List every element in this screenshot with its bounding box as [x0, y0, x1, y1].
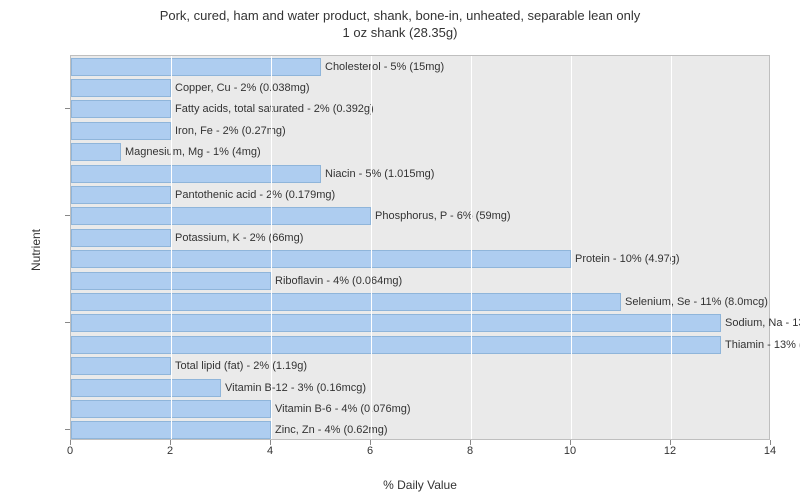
gridline [171, 56, 172, 439]
bar: Vitamin B-12 - 3% (0.16mcg) [71, 379, 221, 397]
x-tick-label: 8 [467, 445, 473, 457]
bar: Cholesterol - 5% (15mg) [71, 58, 321, 76]
bar: Sodium, Na - 13% (309mg) [71, 314, 721, 332]
bar: Magnesium, Mg - 1% (4mg) [71, 143, 121, 161]
bar: Fatty acids, total saturated - 2% (0.392… [71, 100, 171, 118]
x-tick-label: 12 [664, 445, 676, 457]
bar: Pantothenic acid - 2% (0.179mg) [71, 186, 171, 204]
bar-label: Cholesterol - 5% (15mg) [320, 59, 444, 75]
bar-label: Total lipid (fat) - 2% (1.19g) [170, 358, 307, 374]
bar-label: Magnesium, Mg - 1% (4mg) [120, 144, 261, 160]
chart-title: Pork, cured, ham and water product, shan… [0, 0, 800, 42]
bar: Protein - 10% (4.97g) [71, 250, 571, 268]
bar: Iron, Fe - 2% (0.27mg) [71, 122, 171, 140]
bar-label: Niacin - 5% (1.015mg) [320, 166, 434, 182]
x-tick-label: 2 [167, 445, 173, 457]
bar-label: Selenium, Se - 11% (8.0mcg) [620, 294, 768, 310]
bar: Total lipid (fat) - 2% (1.19g) [71, 357, 171, 375]
gridline [271, 56, 272, 439]
x-tick-label: 0 [67, 445, 73, 457]
bar-label: Zinc, Zn - 4% (0.62mg) [270, 422, 387, 438]
title-line-2: 1 oz shank (28.35g) [343, 25, 458, 40]
y-tick [65, 322, 70, 323]
bars-container: Cholesterol - 5% (15mg) Copper, Cu - 2% (… [71, 56, 769, 439]
bar-label: Potassium, K - 2% (66mg) [170, 230, 303, 246]
bar-label: Thiamin - 13% (0.197mg) [720, 337, 800, 353]
plot-area: Cholesterol - 5% (15mg) Copper, Cu - 2% (… [70, 55, 770, 440]
x-axis-label: % Daily Value [70, 478, 770, 492]
gridline [371, 56, 372, 439]
bar: Niacin - 5% (1.015mg) [71, 165, 321, 183]
x-tick-label: 10 [564, 445, 576, 457]
bar: Phosphorus, P - 6% (59mg) [71, 207, 371, 225]
gridline [571, 56, 572, 439]
x-tick-label: 4 [267, 445, 273, 457]
bar-label: Phosphorus, P - 6% (59mg) [370, 208, 511, 224]
bar-label: Pantothenic acid - 2% (0.179mg) [170, 187, 335, 203]
bar: Selenium, Se - 11% (8.0mcg) [71, 293, 621, 311]
bar: Copper, Cu - 2% (0.038mg) [71, 79, 171, 97]
nutrient-chart: Pork, cured, ham and water product, shan… [0, 0, 800, 500]
y-tick [65, 429, 70, 430]
title-line-1: Pork, cured, ham and water product, shan… [160, 8, 641, 23]
x-tick-label: 6 [367, 445, 373, 457]
bar-label: Iron, Fe - 2% (0.27mg) [170, 123, 286, 139]
gridline [671, 56, 672, 439]
bar-label: Protein - 10% (4.97g) [570, 251, 680, 267]
y-tick [65, 108, 70, 109]
bar: Thiamin - 13% (0.197mg) [71, 336, 721, 354]
y-axis-label: Nutrient [29, 229, 43, 271]
bar-label: Vitamin B-12 - 3% (0.16mcg) [220, 380, 366, 396]
x-tick-label: 14 [764, 445, 776, 457]
bar-label: Sodium, Na - 13% (309mg) [720, 315, 800, 331]
gridline [471, 56, 472, 439]
bar: Potassium, K - 2% (66mg) [71, 229, 171, 247]
bar-label: Vitamin B-6 - 4% (0.076mg) [270, 401, 411, 417]
bar-label: Copper, Cu - 2% (0.038mg) [170, 80, 310, 96]
bar-label: Riboflavin - 4% (0.064mg) [270, 273, 402, 289]
y-tick [65, 215, 70, 216]
